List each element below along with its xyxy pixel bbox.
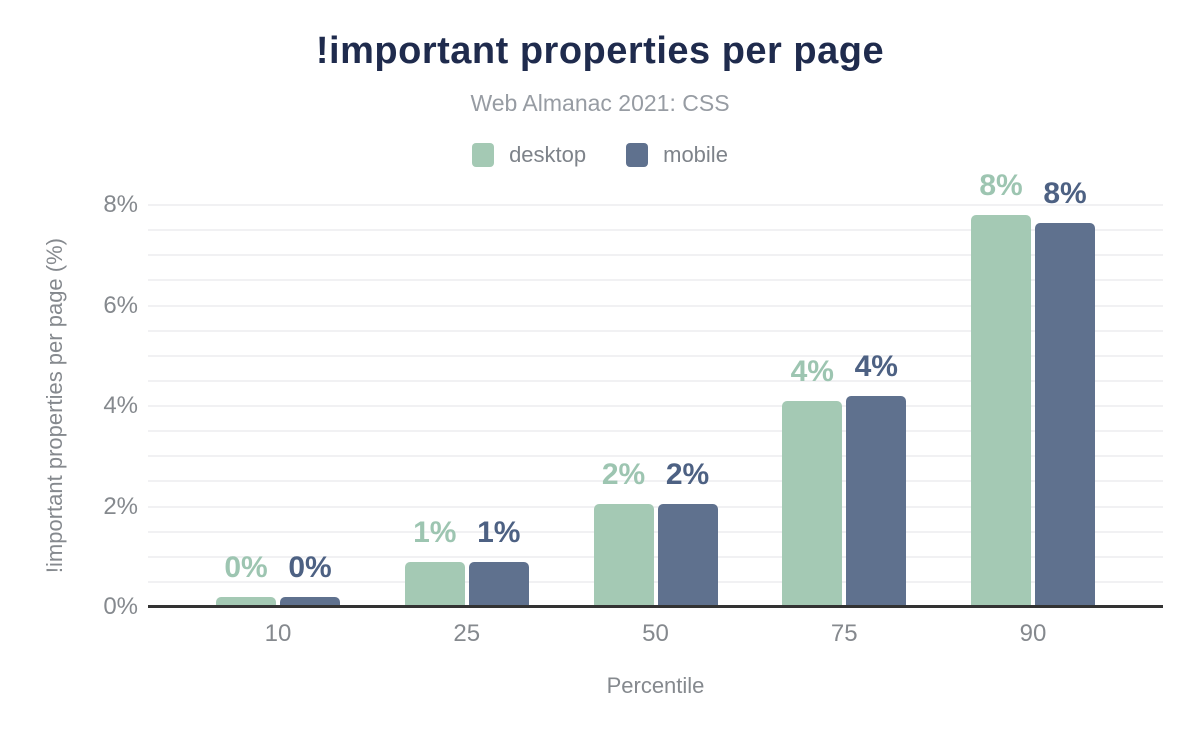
bar-value-label-mobile-p25: 1% (477, 515, 521, 549)
x-tick-label-50: 50 (642, 620, 669, 647)
bar-mobile-p10[interactable] (280, 596, 340, 607)
y-tick-label-2%: 2% (103, 492, 138, 520)
chart-title: !important properties per page (315, 30, 885, 72)
gridline (148, 480, 1163, 483)
gridline (148, 279, 1163, 282)
gridline (148, 530, 1163, 533)
gridline (148, 229, 1163, 232)
x-tick-label-75: 75 (830, 620, 858, 647)
x-axis-title: Percentile (606, 673, 705, 698)
gridline (148, 304, 1163, 307)
x-tick-label-10: 10 (264, 620, 292, 647)
gridline (148, 204, 1163, 206)
bar-value-label-desktop-p10: 0% (224, 550, 268, 584)
legend-item-mobile: mobile (626, 142, 728, 168)
bar-value-label-mobile-p10: 0% (288, 550, 332, 584)
plot-area: 0% 0% 1% 1% 2% 2% 4% 4% 8% 8% (148, 169, 1163, 608)
bar-desktop-p75[interactable] (782, 400, 843, 607)
bar-mobile-p75[interactable] (846, 395, 907, 607)
chart-subtitle: Web Almanac 2021: CSS (470, 90, 730, 116)
desktop-swatch-icon (472, 143, 495, 167)
bar-desktop-p25[interactable] (404, 561, 465, 607)
y-tick-label-4%: 4% (103, 392, 138, 419)
gridline (148, 354, 1163, 357)
bar-value-label-desktop-p75: 4% (790, 354, 834, 388)
bar-mobile-p25[interactable] (468, 561, 529, 607)
gridline (148, 505, 1163, 508)
gridline (148, 580, 1163, 583)
legend-item-desktop: desktop (472, 142, 586, 168)
mobile-swatch-icon (626, 143, 649, 167)
gridline (148, 555, 1163, 558)
gridline (148, 329, 1163, 332)
gridline (148, 379, 1163, 382)
y-tick-label-8%: 8% (103, 191, 138, 218)
x-axis-line (148, 605, 1163, 608)
legend-label-desktop: desktop (509, 142, 587, 167)
y-tick-label-6%: 6% (103, 291, 138, 319)
bar-value-label-mobile-p90: 8% (1043, 176, 1087, 210)
x-tick-label-25: 25 (453, 620, 481, 647)
gridline (148, 254, 1163, 257)
bar-value-label-desktop-p90: 8% (979, 169, 1023, 203)
legend: desktop mobile (0, 141, 1200, 169)
gridline (148, 405, 1163, 407)
bar-desktop-p50[interactable] (593, 504, 654, 607)
gridline (148, 455, 1163, 458)
gridline (148, 430, 1163, 433)
bar-desktop-p90[interactable] (971, 215, 1031, 607)
bar-value-label-desktop-p25: 1% (413, 515, 457, 549)
bar-desktop-p10[interactable] (216, 596, 276, 607)
x-tick-label-90: 90 (1019, 620, 1047, 647)
bar-value-label-desktop-p50: 2% (601, 458, 646, 491)
bar-value-label-mobile-p50: 2% (665, 458, 710, 491)
bar-mobile-p50[interactable] (657, 504, 718, 607)
bar-mobile-p90[interactable] (1035, 222, 1095, 607)
bar-value-label-mobile-p75: 4% (854, 349, 898, 383)
legend-label-mobile: mobile (663, 142, 728, 167)
y-tick-label-0%: 0% (103, 593, 138, 620)
